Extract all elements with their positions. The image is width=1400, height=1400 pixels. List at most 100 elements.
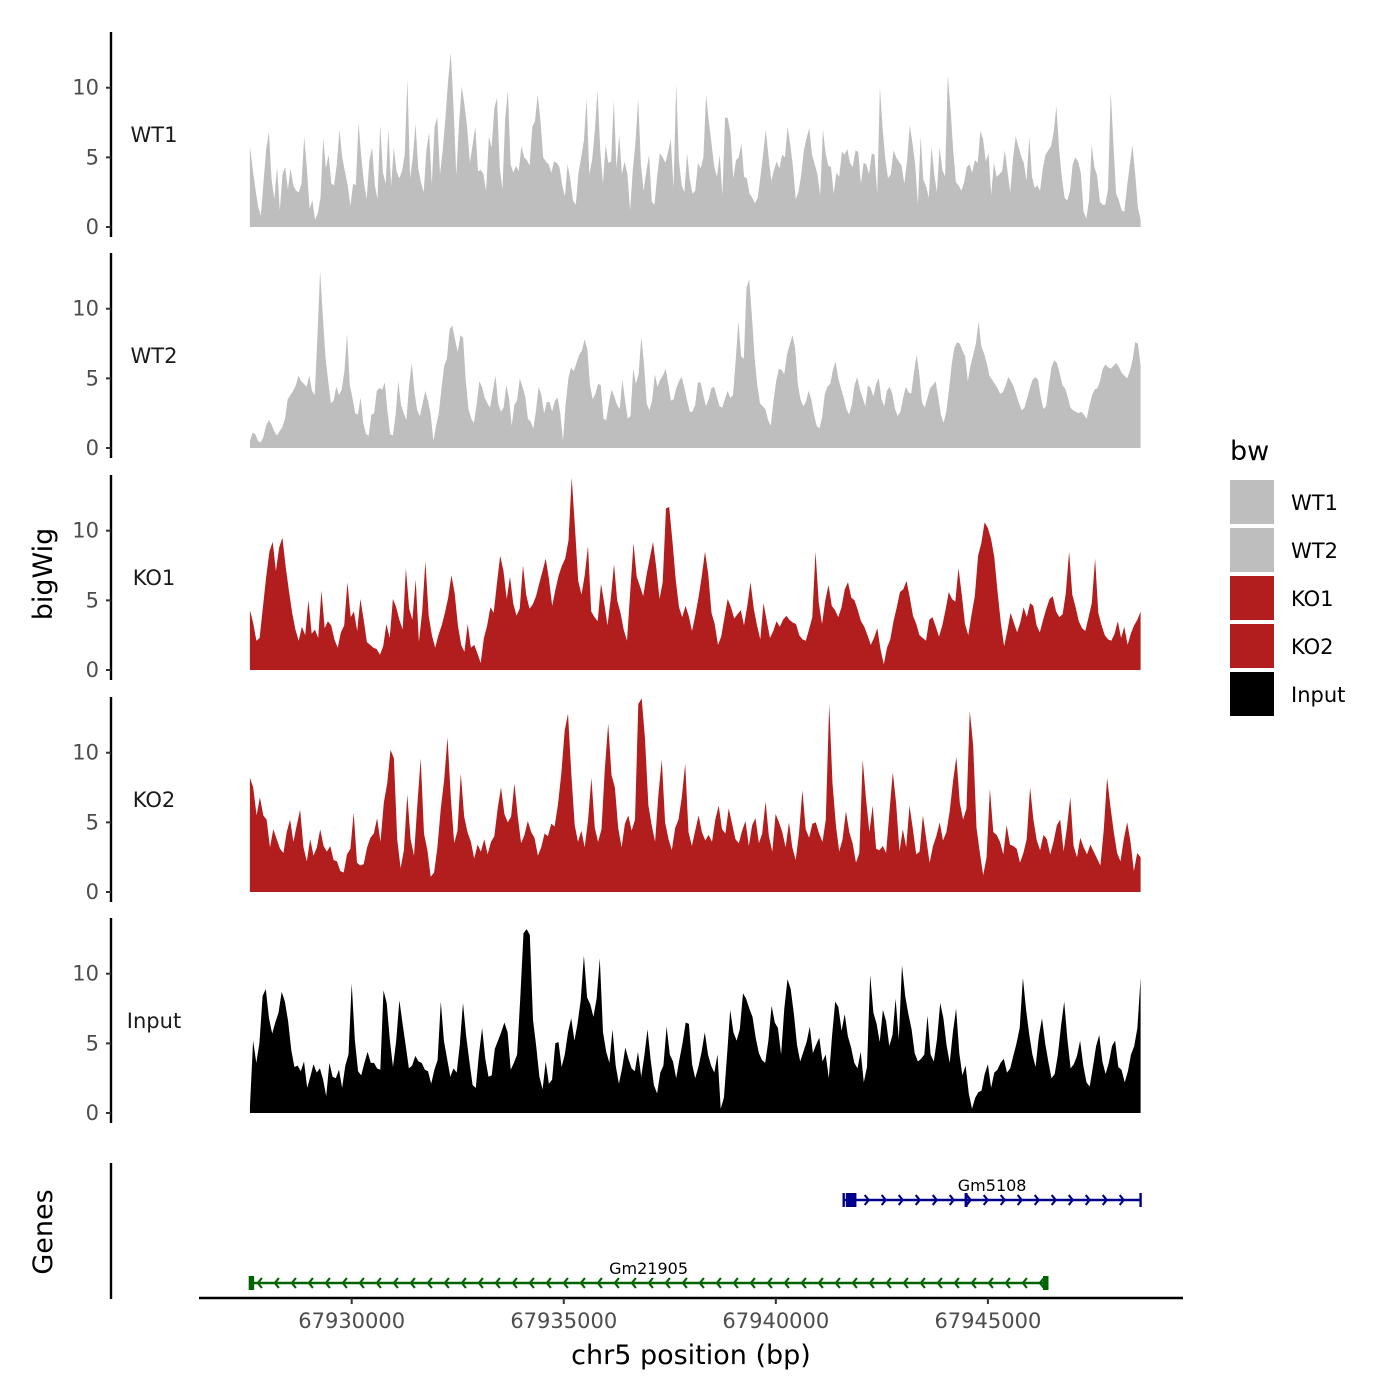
gene-gm5108: Gm5108 [842,1176,1142,1207]
y-tick-label: 5 [86,588,99,612]
genes-axis-title: Genes [28,1189,59,1274]
strand-arrow [324,1277,331,1289]
track-ko1: 0 5 10 KO1 [72,475,1141,682]
x-tick-label: 67935000 [510,1309,617,1333]
strand-arrow [834,1277,841,1289]
exon [845,1193,857,1207]
strand-arrow [1118,1194,1126,1206]
strand-arrow [358,1277,365,1289]
legend-swatch [1230,480,1274,524]
strand-arrow [477,1277,484,1289]
y-tick-label: 10 [72,519,99,543]
x-axis-title: chr5 position (bp) [571,1340,811,1371]
strand-arrow [613,1277,620,1289]
strand-arrow [851,1277,858,1289]
track-label-input: Input [127,1009,181,1033]
strand-arrow [596,1277,603,1289]
legend-label: KO2 [1291,635,1334,659]
strand-arrow [1084,1194,1092,1206]
signal-area-input [249,929,1141,1113]
track-label-ko1: KO1 [133,566,176,590]
exon [964,1193,968,1207]
strand-arrow [1101,1194,1109,1206]
y-tick-label: 10 [72,741,99,765]
y-tick-label: 5 [86,1031,99,1055]
gene-annotations: Gm5108 Gm21905 [248,1176,1142,1290]
legend-label: Input [1291,683,1345,707]
exon [249,1276,255,1290]
gene-name-label: Gm5108 [958,1176,1027,1195]
strand-arrow [545,1277,552,1289]
strand-arrow [562,1277,569,1289]
strand-arrow [783,1277,790,1289]
strand-arrow [880,1194,888,1206]
signal-area-ko2 [249,698,1141,892]
strand-arrow [494,1277,501,1289]
y-tick-label: 0 [86,658,99,682]
strand-arrow [579,1277,586,1289]
strand-arrow [931,1194,939,1206]
strand-arrow [732,1277,739,1289]
strand-arrow [1033,1194,1041,1206]
legend-swatch [1230,672,1274,716]
legend-item-ko2: KO2 [1230,624,1334,668]
x-tick-label: 67945000 [934,1309,1041,1333]
legend-label: WT2 [1291,539,1338,563]
strand-arrow [1038,1277,1045,1289]
strand-arrow [290,1277,297,1289]
strand-arrow [392,1277,399,1289]
y-axis-title: bigWig [28,528,59,621]
y-tick-label: 5 [86,810,99,834]
strand-arrow [1067,1194,1075,1206]
strand-arrow [426,1277,433,1289]
strand-arrow [647,1277,654,1289]
legend-item-wt1: WT1 [1230,480,1338,524]
track-wt1: 0 5 10 WT1 [72,32,1141,239]
gene-gm21905: Gm21905 [248,1259,1049,1290]
y-tick-label: 10 [72,297,99,321]
legend-swatch [1230,576,1274,620]
strand-arrow [897,1194,905,1206]
legend-label: WT1 [1291,491,1338,515]
track-input: 0 5 10 Input [72,918,1141,1125]
strand-arrow [999,1194,1007,1206]
strand-arrow [511,1277,518,1289]
y-tick-label: 5 [86,145,99,169]
legend-item-ko1: KO1 [1230,576,1334,620]
strand-arrow [936,1277,943,1289]
track-label-wt1: WT1 [131,123,178,147]
legend-title: bw [1230,436,1269,467]
legend: WT1 WT2 KO1 KO2 Input [1230,480,1345,716]
strand-arrow [919,1277,926,1289]
y-tick-label: 10 [72,962,99,986]
track-label-ko2: KO2 [133,788,176,812]
strand-arrow [970,1277,977,1289]
signal-area-wt2 [249,271,1141,448]
legend-label: KO1 [1291,587,1334,611]
strand-arrow [273,1277,280,1289]
strand-arrow [256,1277,263,1289]
strand-arrow [409,1277,416,1289]
strand-arrow [1004,1277,1011,1289]
signal-tracks: 0 5 10 WT1 0 5 10 WT2 0 5 10 KO1 0 5 10 KO2 0 5 10 Input [72,32,1141,1125]
legend-item-wt2: WT2 [1230,528,1338,572]
signal-area-wt1 [249,52,1141,228]
y-tick-label: 10 [72,76,99,100]
x-tick-label: 67930000 [298,1309,405,1333]
strand-arrow [375,1277,382,1289]
strand-arrow [953,1277,960,1289]
signal-area-ko1 [249,477,1141,670]
y-tick-label: 0 [86,436,99,460]
strand-arrow [715,1277,722,1289]
strand-arrow [749,1277,756,1289]
x-axis-ticks: 67930000 67935000 67940000 67945000 [298,1298,1041,1333]
track-wt2: 0 5 10 WT2 [72,253,1141,460]
strand-arrow [443,1277,450,1289]
y-tick-label: 0 [86,1101,99,1125]
gene-name-label: Gm21905 [609,1259,688,1278]
strand-arrow [914,1194,922,1206]
track-ko2: 0 5 10 KO2 [72,697,1141,904]
legend-item-input: Input [1230,672,1345,716]
strand-arrow [630,1277,637,1289]
